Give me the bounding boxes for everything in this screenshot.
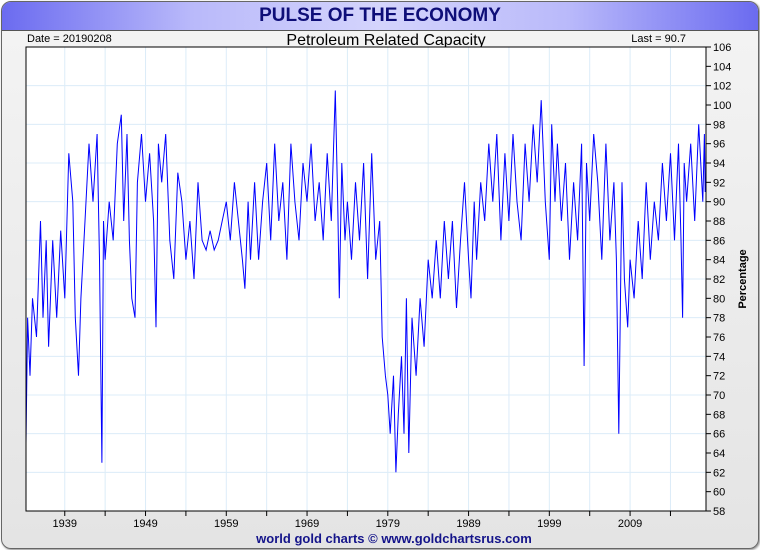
- y-tick-label: 94: [713, 158, 725, 170]
- x-tick-label: 1989: [456, 518, 480, 530]
- x-tick-label: 1939: [53, 518, 77, 530]
- y-tick-label: 82: [713, 274, 725, 286]
- y-tick-label: 90: [713, 197, 725, 209]
- x-tick-label: 2009: [618, 518, 642, 530]
- y-tick-label: 60: [713, 487, 725, 499]
- header-bar: PULSE OF THE ECONOMY: [2, 2, 758, 31]
- y-tick-label: 58: [713, 506, 725, 518]
- y-tick-label: 106: [713, 42, 731, 54]
- y-tick-label: 96: [713, 139, 725, 151]
- y-tick-label: 74: [713, 351, 725, 363]
- chart-title: Petroleum Related Capacity: [286, 32, 485, 49]
- y-tick-label: 62: [713, 467, 725, 479]
- y-tick-label: 66: [713, 429, 725, 441]
- y-tick-label: 76: [713, 332, 725, 344]
- y-tick-label: 92: [713, 177, 725, 189]
- y-tick-label: 100: [713, 100, 731, 112]
- y-tick-label: 78: [713, 313, 725, 325]
- footer-credit: world gold charts © www.goldchartsrus.co…: [255, 531, 532, 546]
- x-tick-label: 1999: [537, 518, 561, 530]
- header-title: PULSE OF THE ECONOMY: [259, 5, 501, 26]
- y-tick-label: 86: [713, 235, 725, 247]
- y-tick-label: 84: [713, 255, 725, 267]
- y-axis: 58 60 62 64 66 68 70 72 74 76 78 80 82 84 86 88 90 92 94 96…: [706, 42, 731, 518]
- y-tick-label: 64: [713, 448, 725, 460]
- x-tick-label: 1949: [133, 518, 157, 530]
- y-axis-label: Percentage: [737, 249, 749, 308]
- plot-border: [25, 46, 707, 512]
- y-tick-label: 104: [713, 61, 731, 73]
- y-tick-label: 88: [713, 216, 725, 228]
- series-line: [25, 90, 706, 473]
- y-tick-label: 80: [713, 293, 725, 305]
- date-label: Date = 20190208: [27, 33, 112, 45]
- y-tick-label: 72: [713, 371, 725, 383]
- x-tick-label: 1979: [376, 518, 400, 530]
- x-tick-label: 1969: [295, 518, 319, 530]
- x-tick-label: 1959: [214, 518, 238, 530]
- y-tick-label: 102: [713, 81, 731, 93]
- y-tick-label: 98: [713, 119, 725, 131]
- y-tick-label: 68: [713, 409, 725, 421]
- last-label: Last = 90.7: [631, 33, 686, 45]
- y-tick-label: 70: [713, 390, 725, 402]
- x-axis: 1939 1949 1959 1969 1979 1989 1999 2009: [53, 511, 671, 530]
